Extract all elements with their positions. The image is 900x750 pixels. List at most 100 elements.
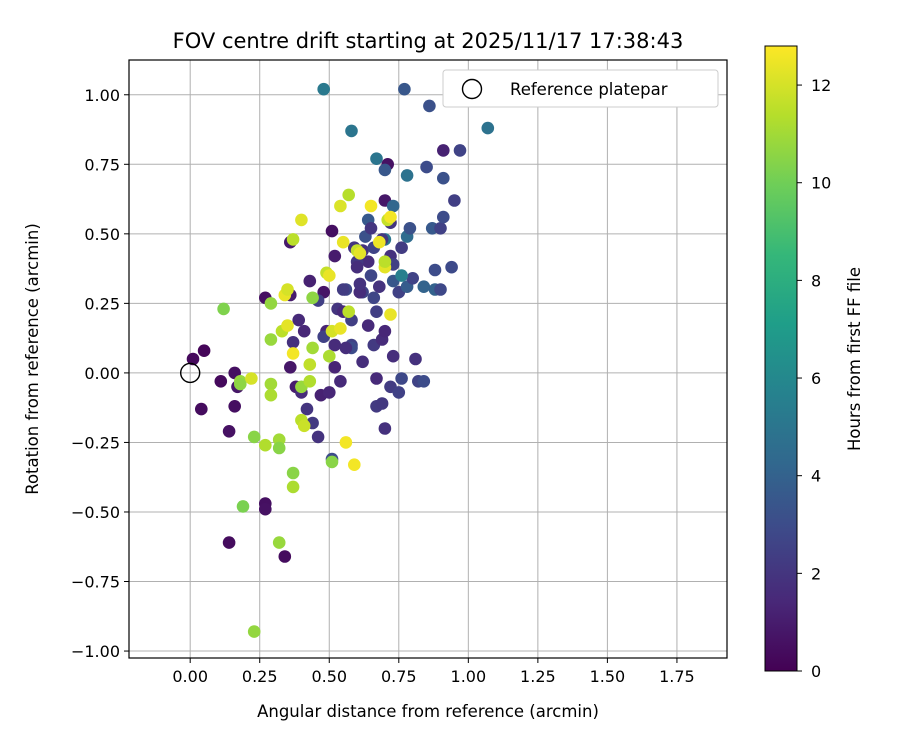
data-point [306, 341, 319, 355]
data-point [328, 338, 342, 352]
data-point [334, 375, 347, 388]
data-point [272, 536, 286, 549]
data-point [336, 283, 350, 296]
data-point [303, 358, 317, 371]
colorbar-label: Hours from first FF file [845, 267, 864, 451]
data-point [339, 436, 353, 449]
data-point [428, 263, 442, 277]
y-tick-label: 0.50 [84, 225, 120, 244]
data-point [370, 305, 383, 319]
data-point [370, 152, 383, 165]
colorbar [764, 45, 798, 672]
y-tick-label: 0.75 [84, 155, 120, 174]
data-point [297, 419, 311, 433]
legend-marker [461, 78, 483, 100]
data-point [448, 194, 461, 207]
data-point [350, 260, 364, 274]
data-point [323, 269, 336, 282]
colorbar-tick-label: 6 [811, 369, 821, 388]
x-tick-label: 0.75 [381, 667, 417, 686]
colorbar-tick-label: 4 [811, 467, 821, 486]
plot-frame [128, 59, 728, 659]
data-point [292, 313, 306, 327]
data-point [409, 352, 422, 366]
data-point [317, 82, 331, 96]
data-point [195, 402, 208, 416]
colorbar-tick-label: 8 [811, 271, 821, 290]
y-axis-ticks: −1.00 −0.75 −0.50 −0.25 0.00 0.25 0.50 0.75 1.00 [71, 86, 129, 661]
data-point [373, 280, 386, 294]
data-point [197, 344, 211, 358]
data-point [306, 291, 319, 305]
chart-title: FOV centre drift starting at 2025/11/17 … [173, 29, 684, 53]
data-point [328, 361, 342, 374]
data-point [247, 625, 261, 638]
data-point [247, 430, 261, 444]
data-point [264, 297, 278, 310]
x-tick-label: 1.75 [659, 667, 695, 686]
data-point [400, 169, 414, 182]
data-point [286, 233, 300, 246]
data-point [303, 274, 317, 288]
data-point [300, 402, 314, 416]
data-point [370, 372, 383, 385]
data-point [281, 319, 294, 332]
data-point [323, 386, 336, 399]
data-point [367, 291, 381, 305]
data-point [286, 480, 300, 494]
data-point [286, 347, 300, 360]
data-point [234, 377, 247, 391]
y-tick-label: −0.75 [71, 573, 120, 592]
y-tick-label: −0.50 [71, 503, 120, 522]
data-point [334, 322, 347, 335]
data-point [406, 272, 420, 285]
data-point [423, 99, 436, 113]
data-point [342, 188, 356, 202]
data-point [286, 336, 300, 349]
data-point [264, 333, 278, 346]
data-point [236, 500, 250, 513]
colorbar-tick-label: 12 [811, 76, 831, 95]
data-point [311, 430, 325, 444]
data-point [325, 224, 339, 238]
legend-entry-reference: Reference platepar [510, 80, 668, 99]
data-point [373, 235, 386, 249]
data-point [345, 124, 358, 138]
data-point [378, 163, 392, 177]
data-point [342, 305, 356, 319]
x-tick-label: 0.50 [311, 667, 347, 686]
data-point [336, 235, 350, 249]
data-point [259, 438, 272, 452]
data-point [398, 82, 411, 96]
data-point [437, 171, 450, 185]
x-tick-label: 0.25 [242, 667, 278, 686]
data-point [481, 121, 495, 135]
data-point [217, 302, 230, 316]
y-tick-label: 1.00 [84, 86, 120, 105]
colorbar-ticks: 0 2 4 6 8 10 12 [797, 76, 831, 681]
y-tick-label: −0.25 [71, 433, 120, 452]
data-point [364, 269, 378, 282]
data-point [403, 222, 417, 235]
data-point [417, 375, 431, 388]
grid-lines [129, 60, 727, 658]
plot-area [129, 60, 727, 658]
data-point [228, 400, 241, 413]
data-point [214, 375, 228, 388]
data-point [295, 213, 308, 227]
data-point [378, 324, 392, 338]
data-point [364, 222, 378, 235]
data-point [281, 283, 294, 296]
data-point [395, 241, 408, 254]
data-point [453, 144, 467, 157]
data-point [378, 422, 392, 435]
data-point [445, 260, 458, 274]
colorbar-tick-label: 10 [811, 174, 831, 193]
data-point [348, 458, 361, 472]
data-point [353, 277, 367, 291]
data-point [395, 372, 408, 385]
data-point [278, 550, 292, 563]
data-point [323, 349, 336, 363]
y-axis-label: Rotation from reference (arcmin) [23, 223, 42, 495]
